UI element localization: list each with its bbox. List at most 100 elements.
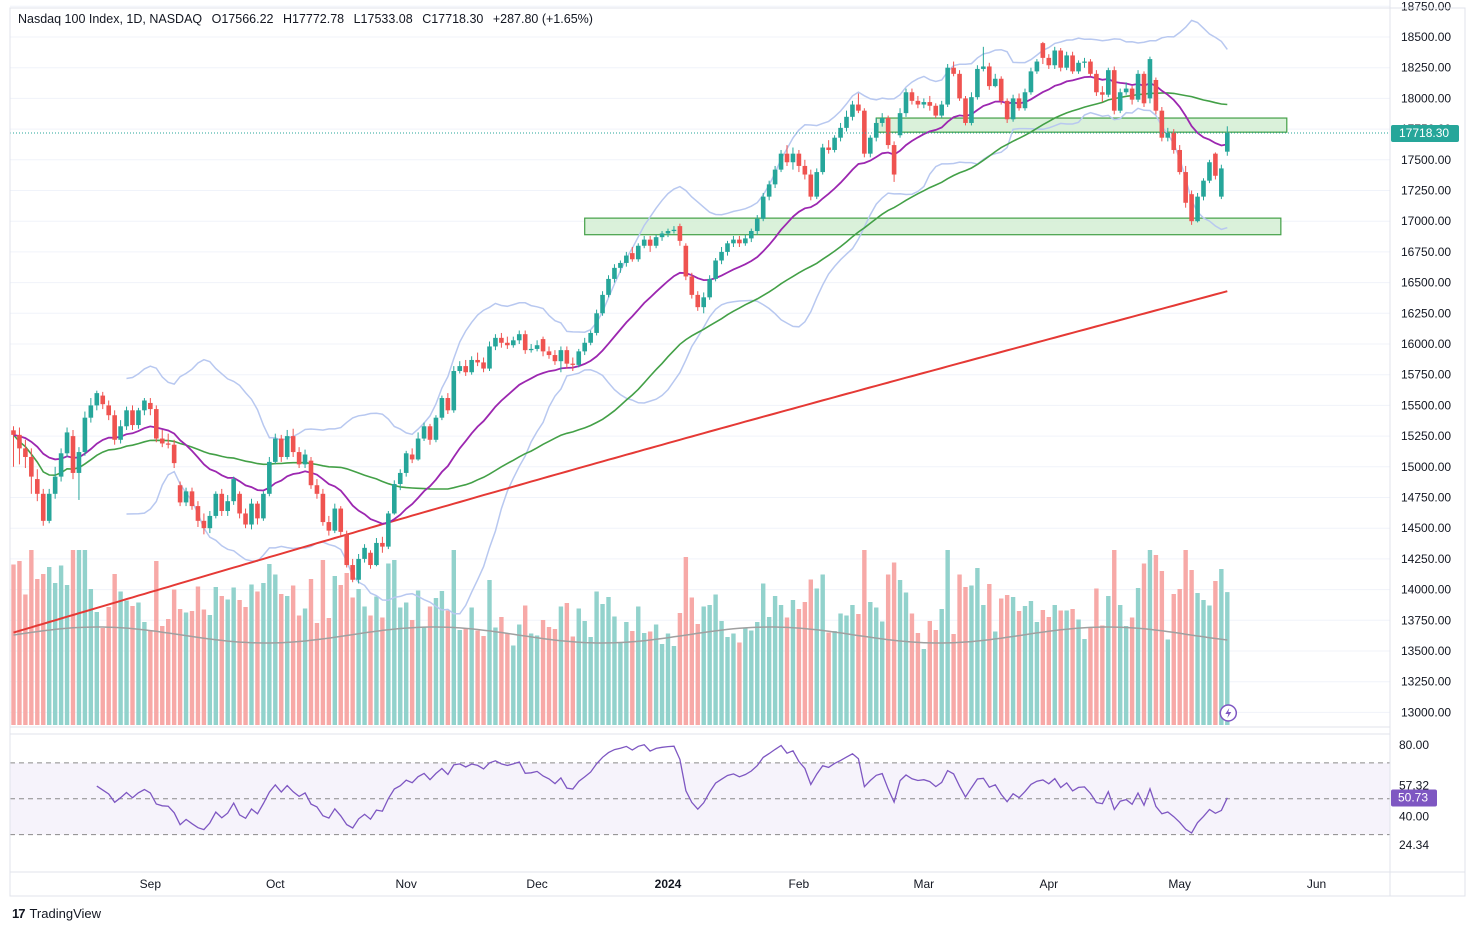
candle xyxy=(701,292,706,314)
volume-bar xyxy=(338,585,343,725)
candle xyxy=(106,400,111,421)
candle xyxy=(1070,51,1075,74)
candle xyxy=(82,411,88,456)
candle-body xyxy=(392,483,397,514)
volume-bar xyxy=(136,602,141,725)
candle-body xyxy=(909,92,915,101)
candle-body xyxy=(1225,132,1230,152)
candle xyxy=(302,449,308,469)
volume-bar xyxy=(1100,625,1105,725)
volume-bar xyxy=(1153,555,1159,725)
candle-body xyxy=(957,73,962,99)
volume-bar xyxy=(213,587,218,725)
volume-bar xyxy=(142,622,147,725)
volume-bar xyxy=(832,631,837,725)
volume-bar xyxy=(296,615,302,725)
volume-bar xyxy=(814,588,819,725)
volume-bar xyxy=(219,596,224,725)
volume-ma-line xyxy=(13,626,1228,644)
candle-body xyxy=(332,508,338,531)
candle-body xyxy=(582,342,587,352)
candle xyxy=(439,395,445,421)
candle xyxy=(273,433,278,465)
candle-body xyxy=(1201,180,1206,197)
volume-bar xyxy=(677,613,683,725)
volume-bar xyxy=(534,635,540,725)
price-tick-label: 16500.00 xyxy=(1401,276,1451,290)
candle xyxy=(826,140,831,154)
candle xyxy=(749,228,754,243)
candle-body xyxy=(754,218,760,232)
volume-bar xyxy=(35,579,40,725)
candle-body xyxy=(302,454,308,465)
candle xyxy=(790,147,796,170)
candle xyxy=(290,428,296,457)
candle xyxy=(201,513,207,535)
volume-bar xyxy=(362,606,367,725)
volume-bar xyxy=(844,615,849,725)
volume-bar xyxy=(665,633,671,725)
candle xyxy=(40,488,46,526)
candle-body xyxy=(171,444,177,464)
candle-body xyxy=(749,231,754,239)
volume-bar xyxy=(439,591,445,725)
candle-body xyxy=(46,493,52,521)
candle-body xyxy=(659,233,665,238)
volume-bar xyxy=(201,609,207,725)
candle xyxy=(743,234,748,246)
volume-bar xyxy=(267,564,272,725)
volume-bar xyxy=(969,585,974,725)
volume-bar xyxy=(511,645,516,725)
candle-body xyxy=(802,165,808,175)
volume-bar xyxy=(255,591,260,725)
candle xyxy=(118,420,123,444)
volume-bar xyxy=(1022,606,1028,725)
volume-bar xyxy=(88,589,94,725)
candle xyxy=(552,350,558,365)
candle-body xyxy=(1058,50,1063,68)
candle-body xyxy=(148,402,153,410)
candle-body xyxy=(868,137,873,154)
candle-body xyxy=(1022,92,1028,109)
candle-body xyxy=(1129,88,1135,100)
candle xyxy=(136,407,141,429)
volume-bar xyxy=(1195,593,1200,725)
candle xyxy=(320,488,326,526)
ohlc-close: C17718.30 xyxy=(422,12,484,26)
candle-body xyxy=(1123,88,1129,93)
candle xyxy=(433,415,439,443)
candle xyxy=(356,553,361,584)
candle xyxy=(945,64,950,107)
candle-body xyxy=(136,410,141,426)
volume-bar xyxy=(124,600,129,725)
volume-bar xyxy=(1034,622,1040,725)
volume-bar xyxy=(1112,550,1117,725)
candle-body xyxy=(11,430,16,435)
candle-body xyxy=(76,452,82,473)
candle xyxy=(969,92,974,126)
candle xyxy=(695,291,701,311)
volume-bar xyxy=(308,579,314,725)
candle xyxy=(647,235,653,252)
candle-body xyxy=(939,104,944,116)
candle xyxy=(1094,70,1099,96)
candle-body xyxy=(903,92,909,114)
candle xyxy=(624,251,629,267)
candle xyxy=(1111,66,1117,115)
candle-body xyxy=(951,67,956,74)
tradingview-brand[interactable]: 17 TradingView xyxy=(12,906,101,921)
volume-bar xyxy=(1058,610,1063,725)
candle xyxy=(457,361,463,374)
candle xyxy=(772,165,778,189)
volume-bar xyxy=(868,602,873,725)
candle-body xyxy=(606,278,611,295)
candle-body xyxy=(505,342,510,346)
candle-body xyxy=(23,448,28,457)
candle-body xyxy=(1111,70,1117,111)
price-tick-label: 14500.00 xyxy=(1401,521,1451,535)
candle xyxy=(868,135,873,158)
candle-body xyxy=(630,253,635,260)
candle xyxy=(511,336,516,348)
candle xyxy=(766,180,772,201)
